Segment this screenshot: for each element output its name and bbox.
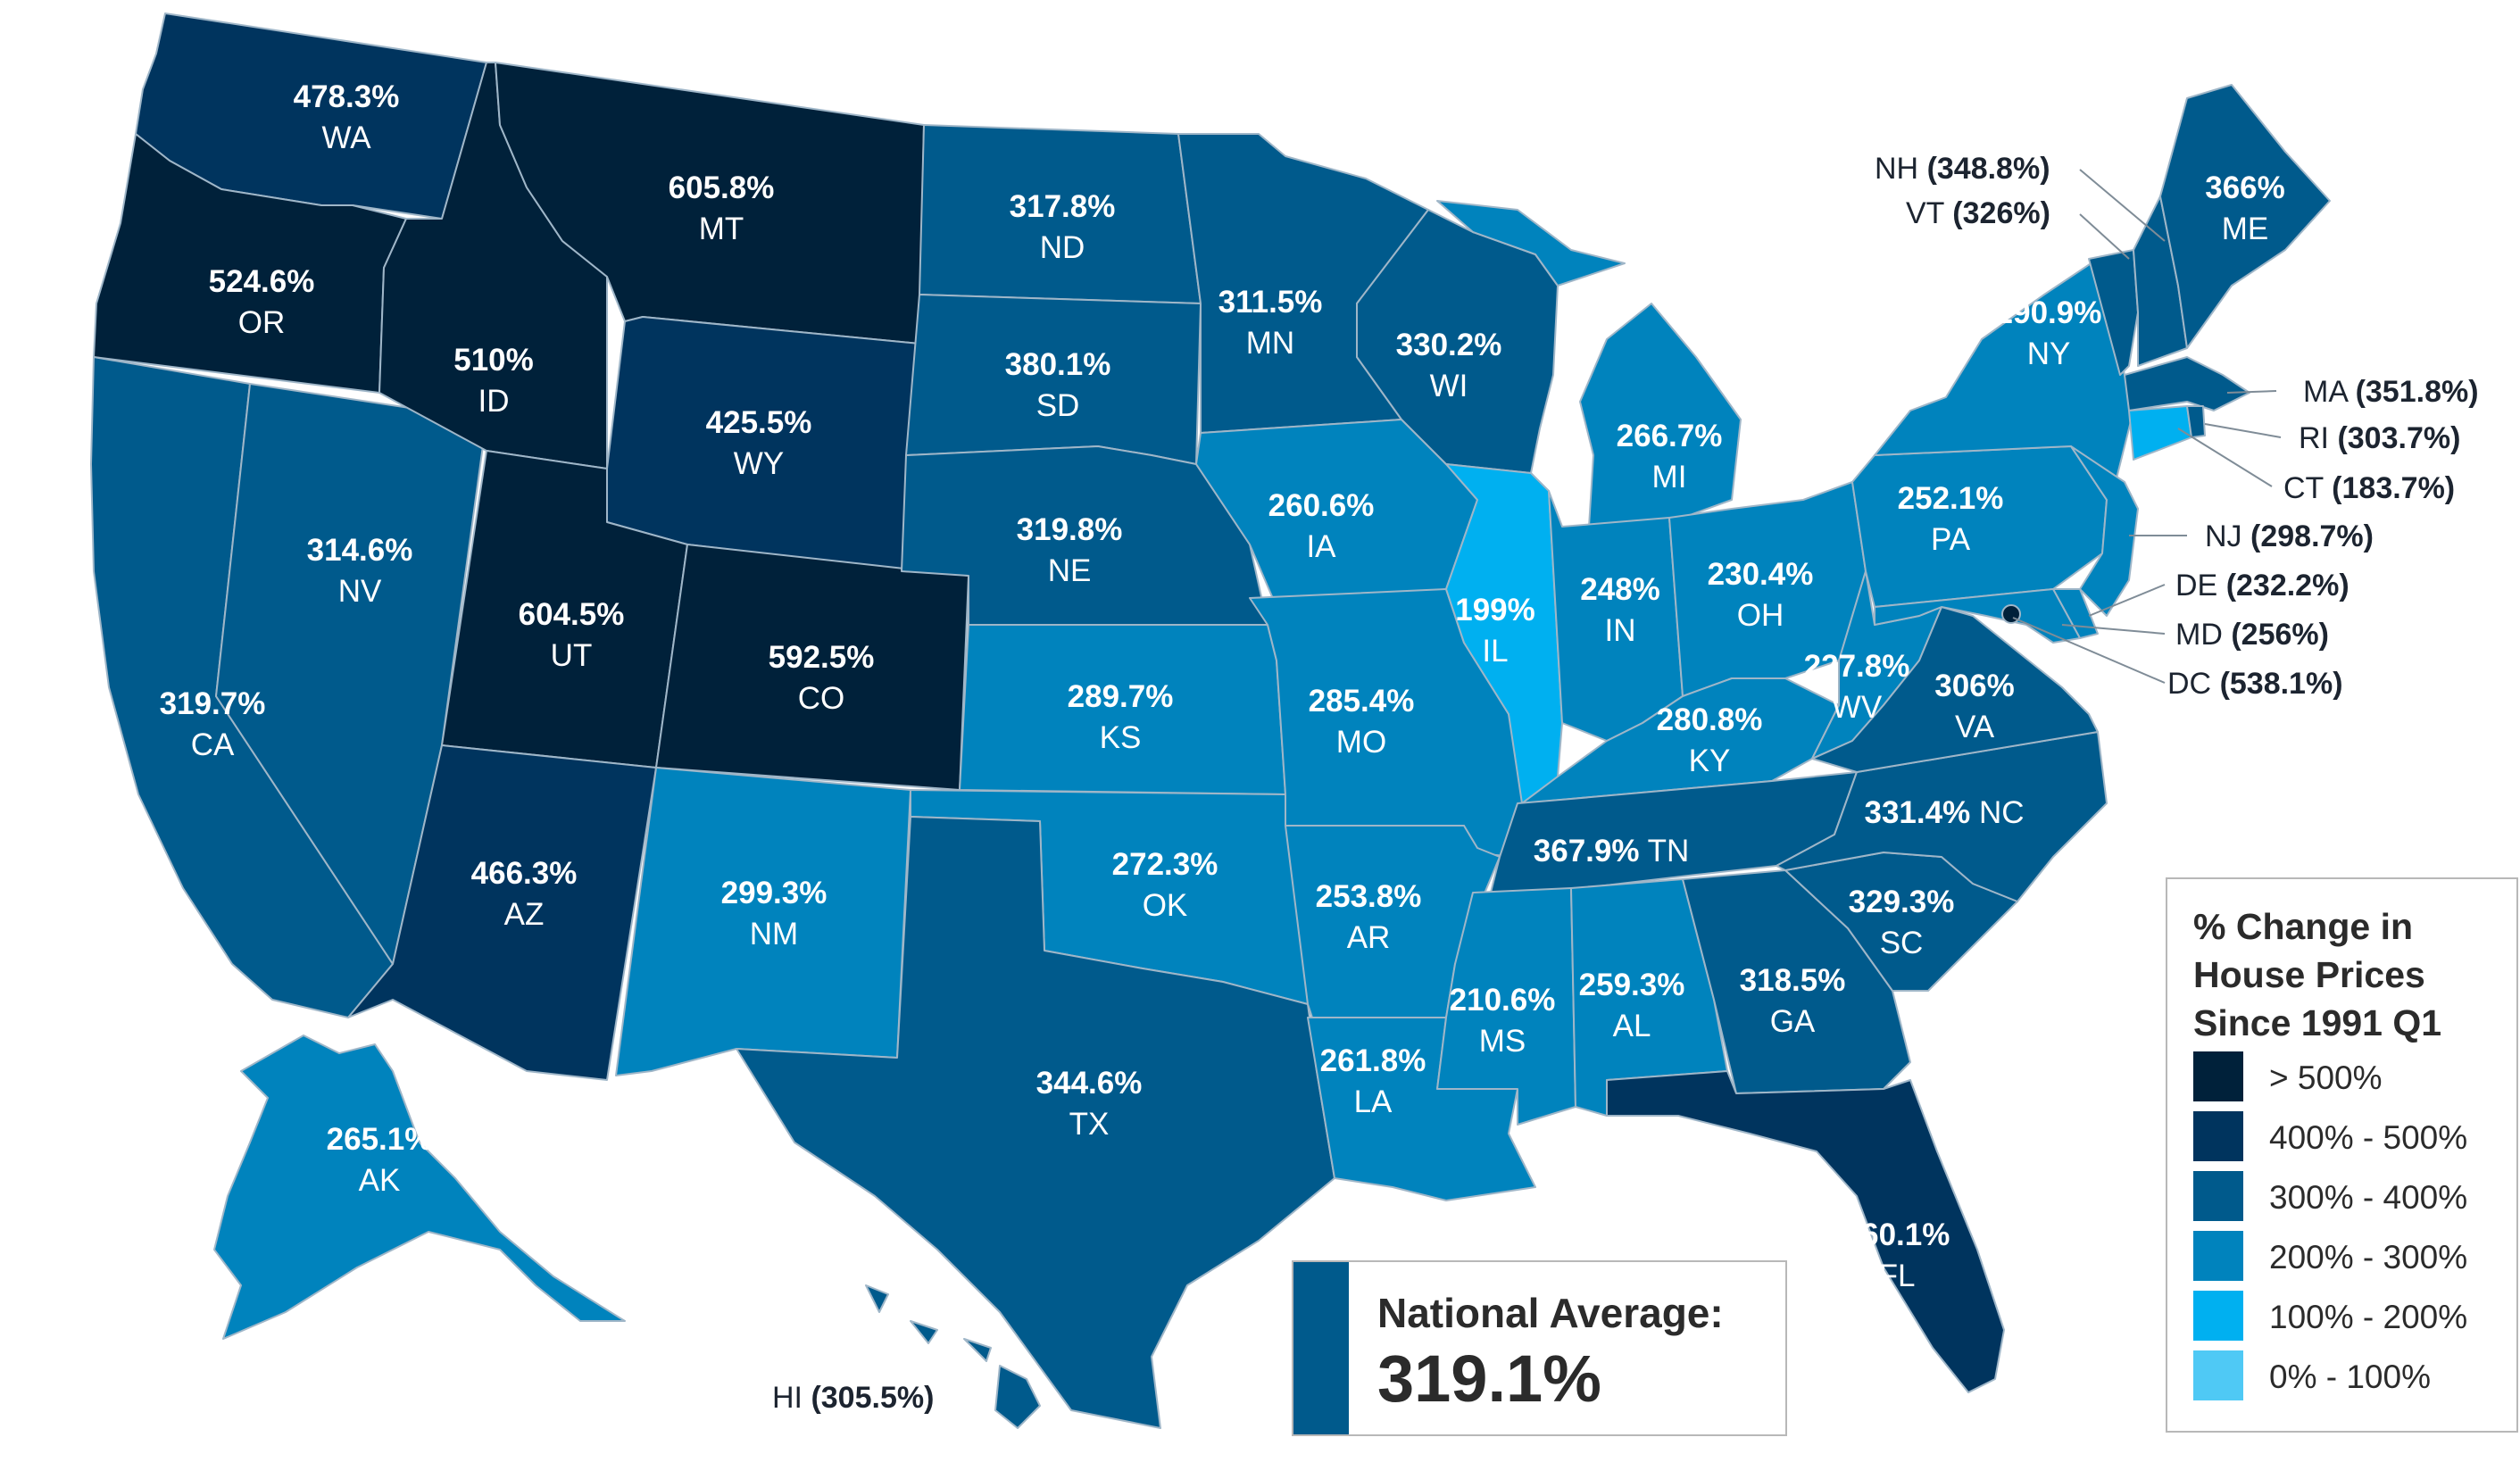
ext-label-nh: NH (348.8%) xyxy=(1875,152,2050,186)
national-average-box: National Average: 319.1% xyxy=(1292,1260,1787,1436)
label-ok: 272.3% OK xyxy=(1112,847,1218,923)
label-in: 248% IN xyxy=(1580,572,1660,648)
state-fl[interactable] xyxy=(1606,1070,2005,1393)
label-wy: 425.5% WY xyxy=(706,405,812,481)
label-va: 306% VA xyxy=(1934,669,2015,744)
state-wi[interactable] xyxy=(1356,209,1559,474)
national-average-label: National Average: xyxy=(1377,1290,1724,1336)
state-nc[interactable] xyxy=(1776,731,2108,902)
leader-md xyxy=(2061,624,2166,635)
state-mi[interactable] xyxy=(1436,200,1742,528)
label-ms: 210.6% MS xyxy=(1450,983,1556,1059)
leader-nh xyxy=(2079,169,2166,242)
state-me[interactable] xyxy=(2159,84,2331,349)
legend-label: 300% - 400% xyxy=(2269,1179,2468,1216)
state-ak[interactable] xyxy=(213,1034,626,1340)
state-pa[interactable] xyxy=(1851,445,2108,608)
legend-swatch-400-500 xyxy=(2193,1111,2243,1161)
state-ri[interactable] xyxy=(2186,405,2206,438)
ext-label-nj: NJ (298.7%) xyxy=(2205,519,2374,553)
legend: % Change in House Prices Since 1991 Q1 >… xyxy=(2166,877,2518,1433)
legend-title: % Change in House Prices Since 1991 Q1 xyxy=(2193,906,2442,1043)
state-hi[interactable] xyxy=(865,1284,1041,1429)
leader-ct xyxy=(2177,428,2273,487)
label-ak: 265.1% AK xyxy=(327,1122,433,1198)
label-ut: 604.5% UT xyxy=(519,597,625,673)
state-ne[interactable] xyxy=(901,445,1268,626)
ext-label-ct: CT (183.7%) xyxy=(2283,471,2455,505)
label-mn: 311.5% MN xyxy=(1218,285,1323,361)
label-mo: 285.4% MO xyxy=(1309,684,1415,760)
label-ia: 260.6% IA xyxy=(1268,488,1375,564)
leader-ma xyxy=(2226,390,2277,394)
legend-swatch-gt500 xyxy=(2193,1051,2243,1101)
state-vt[interactable] xyxy=(2088,249,2139,376)
label-sc: 329.3% SC xyxy=(1849,885,1955,960)
label-nc: 331.4% NC xyxy=(1864,795,2024,830)
label-tn: 367.9% TN xyxy=(1534,834,1689,868)
legend-label: 100% - 200% xyxy=(2269,1299,2468,1335)
label-sd: 380.1% SD xyxy=(1005,347,1111,423)
ext-label-hi: HI (305.5%) xyxy=(772,1381,934,1415)
label-ca: 319.7% CA xyxy=(160,686,266,762)
label-nd: 317.8% ND xyxy=(1010,189,1116,265)
leader-dc xyxy=(2012,617,2166,684)
state-va[interactable] xyxy=(1811,606,2099,773)
ext-label-dc: DC (538.1%) xyxy=(2167,667,2343,701)
national-average-accent-bar xyxy=(1293,1262,1349,1434)
label-ga: 318.5% GA xyxy=(1740,963,1846,1039)
ext-label-md: MD (256%) xyxy=(2175,618,2329,652)
label-id: 510% ID xyxy=(453,343,534,419)
label-la: 261.8% LA xyxy=(1320,1043,1426,1119)
ext-label-ri: RI (303.7%) xyxy=(2299,421,2460,455)
label-wv: 227.8% WV xyxy=(1804,649,1910,725)
label-nm: 299.3% NM xyxy=(721,876,828,951)
label-mt: 605.8% MT xyxy=(669,170,775,246)
label-ky: 280.8% KY xyxy=(1657,702,1763,778)
label-ks: 289.7% KS xyxy=(1068,679,1174,755)
ext-label-vt: VT (326%) xyxy=(1906,196,2050,230)
label-fl: 460.1% FL xyxy=(1844,1217,1950,1293)
state-tx[interactable] xyxy=(736,816,1335,1429)
state-nj[interactable] xyxy=(2070,445,2139,617)
ext-label-de: DE (232.2%) xyxy=(2175,569,2350,602)
label-wi: 330.2% WI xyxy=(1396,328,1502,403)
label-ar: 253.8% AR xyxy=(1316,879,1422,955)
state-ct[interactable] xyxy=(2128,405,2192,461)
legend-swatch-300-400 xyxy=(2193,1171,2243,1221)
label-or: 524.6% OR xyxy=(209,264,315,340)
legend-swatch-0-100 xyxy=(2193,1350,2243,1400)
label-co: 592.5% CO xyxy=(769,640,875,716)
leader-vt xyxy=(2079,213,2130,260)
label-tx: 344.6% TX xyxy=(1036,1066,1143,1142)
state-az[interactable] xyxy=(347,744,657,1081)
national-average-value: 319.1% xyxy=(1377,1342,1601,1416)
legend-label: 0% - 100% xyxy=(2269,1359,2431,1395)
state-wy[interactable] xyxy=(606,316,920,572)
ext-label-ma: MA (351.8%) xyxy=(2303,375,2479,409)
legend-swatch-100-200 xyxy=(2193,1291,2243,1341)
label-il: 199% IL xyxy=(1455,593,1535,669)
label-wa: 478.3% WA xyxy=(294,79,400,155)
label-al: 259.3% AL xyxy=(1579,968,1685,1043)
label-mi: 266.7% MI xyxy=(1617,419,1723,494)
label-ne: 319.8% NE xyxy=(1017,512,1123,588)
label-ny: 290.9% NY xyxy=(1996,295,2102,371)
label-me: 366% ME xyxy=(2205,170,2285,246)
label-az: 466.3% AZ xyxy=(471,856,578,932)
legend-swatch-200-300 xyxy=(2193,1231,2243,1281)
leader-de xyxy=(2088,584,2166,617)
label-nv: 314.6% NV xyxy=(307,533,413,609)
legend-label: 400% - 500% xyxy=(2269,1119,2468,1156)
state-ma[interactable] xyxy=(2124,356,2250,411)
leader-ri xyxy=(2204,423,2282,438)
legend-label: 200% - 300% xyxy=(2269,1239,2468,1275)
legend-label: > 500% xyxy=(2269,1059,2383,1096)
label-oh: 230.4% OH xyxy=(1708,557,1814,633)
label-pa: 252.1% PA xyxy=(1898,481,2004,557)
